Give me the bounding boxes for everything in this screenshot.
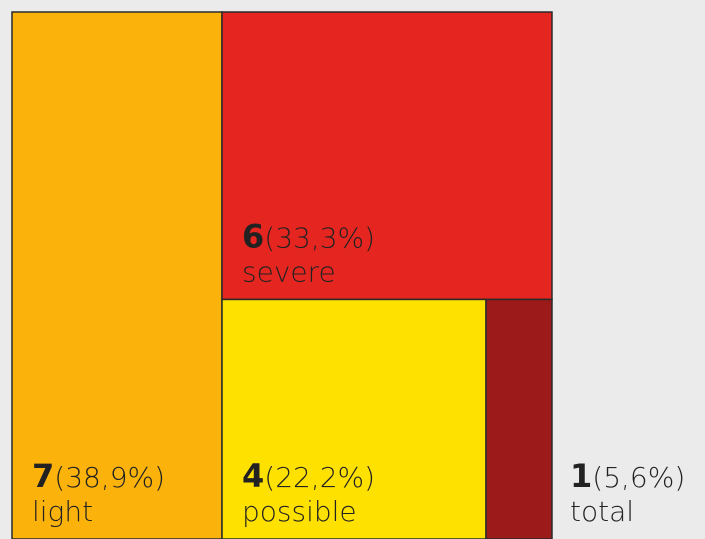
treemap-cell	[221, 298, 487, 539]
value: 7	[32, 457, 54, 495]
value: 1	[570, 457, 592, 495]
cell-value-label: 4(22,2%)	[242, 457, 375, 495]
cell-name: possible	[242, 495, 357, 528]
cell-name: light	[32, 495, 93, 528]
cell-value-label: 1(5,6%)	[570, 457, 685, 495]
cell-value-label: 6(33,3%)	[242, 217, 375, 255]
value: 4	[242, 457, 264, 495]
treemap-cell	[11, 11, 223, 539]
share: (22,2%)	[264, 461, 375, 494]
cell-value-label: 7(38,9%)	[32, 457, 165, 495]
share: (38,9%)	[54, 461, 165, 494]
share: (33,3%)	[264, 221, 375, 254]
value: 6	[242, 217, 264, 255]
share: (5,6%)	[592, 461, 685, 494]
cell-name: total	[570, 495, 634, 528]
cell-name: severe	[242, 255, 336, 288]
treemap-cell	[485, 298, 553, 539]
